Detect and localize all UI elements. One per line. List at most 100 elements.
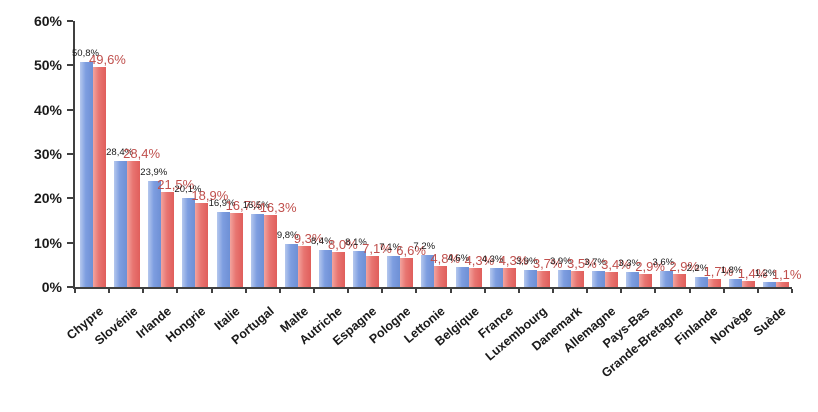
x-axis-tick-mark	[278, 289, 281, 293]
bar-series-2-red	[127, 161, 141, 287]
bar-series-2-red	[502, 267, 516, 287]
value-label-series-1-blue: 8,4%	[311, 235, 333, 247]
x-axis-tick-mark	[654, 289, 657, 293]
value-label-series-2-red: 4,3%	[464, 252, 495, 268]
value-label-series-1-blue: 3,3%	[618, 258, 640, 270]
x-axis-tick-mark	[756, 289, 759, 293]
value-label-series-1-blue: 50,8%	[72, 47, 99, 59]
value-label-series-2-red: 21,5%	[157, 176, 195, 192]
x-axis-tick-mark	[552, 289, 554, 293]
bar-series-2-red	[434, 265, 448, 287]
value-label-series-2-red: 9,3%	[293, 230, 324, 246]
y-axis-tick-mark	[67, 108, 73, 111]
bar-series-2-red	[195, 203, 209, 287]
value-label-series-2-red: 2,9%	[669, 259, 700, 275]
bar-series-1-blue	[421, 255, 435, 287]
value-label-series-2-red: 2,9%	[635, 259, 665, 275]
value-label-series-2-red: 3,5%	[567, 256, 597, 272]
bar-series-1-blue	[148, 181, 162, 287]
bar-series-2-red	[229, 212, 243, 287]
bar-series-1-blue	[660, 271, 674, 287]
bar-series-2-red	[400, 257, 414, 287]
value-label-series-1-blue: 16,5%	[242, 199, 270, 211]
y-axis-tick-label: 60%	[33, 13, 62, 29]
value-label-series-2-red: 1,7%	[703, 264, 734, 280]
value-label-series-1-blue: 3,9%	[550, 255, 572, 267]
value-label-series-1-blue: 2,2%	[686, 263, 709, 275]
x-axis-tick-mark	[688, 289, 691, 293]
y-axis-tick-label: 0%	[41, 279, 62, 295]
x-axis-category-label: Suède	[751, 304, 789, 339]
bar-series-1-blue	[80, 61, 93, 287]
x-axis-tick-mark	[108, 289, 111, 293]
value-label-series-1-blue: 3,6%	[652, 257, 675, 269]
bar-series-1-blue	[694, 277, 708, 287]
y-axis-tick-mark	[67, 20, 73, 22]
value-label-series-1-blue: 28,4%	[106, 147, 134, 159]
bar-series-2-red	[571, 271, 584, 287]
bar-series-2-red	[707, 279, 721, 287]
x-axis-tick-mark	[517, 289, 520, 293]
bar-series-1-blue	[489, 267, 503, 287]
x-axis-tick-mark	[142, 289, 145, 293]
y-axis-tick-label: 20%	[33, 190, 62, 207]
x-axis-tick-mark	[722, 289, 725, 293]
x-axis-tick-mark	[791, 289, 793, 293]
value-label-series-1-blue: 3,7%	[584, 256, 606, 268]
x-axis-tick-mark	[381, 289, 384, 293]
value-label-series-1-blue: 3,9%	[515, 255, 538, 267]
value-label-series-2-red: 49,6%	[89, 52, 126, 68]
y-axis-tick-label: 40%	[33, 101, 62, 118]
y-axis-tick-mark	[67, 286, 73, 288]
value-label-series-2-red: 3,7%	[532, 255, 563, 271]
value-label-series-2-red: 4,8%	[430, 250, 461, 266]
value-label-series-1-blue: 7,2%	[413, 241, 436, 253]
bar-series-1-blue	[592, 270, 606, 287]
x-axis-tick-mark	[176, 289, 179, 293]
bar-series-2-red	[536, 270, 550, 287]
value-label-series-1-blue: 4,3%	[481, 253, 504, 265]
y-axis-tick-mark	[67, 241, 73, 244]
value-label-series-2-red: 6,6%	[396, 242, 426, 258]
bar-series-1-blue	[523, 269, 537, 287]
y-axis-tick-label: 30%	[33, 146, 62, 162]
value-label-series-1-blue: 20,1%	[174, 183, 202, 195]
bar-series-2-red	[741, 280, 755, 287]
x-axis-tick-mark	[74, 289, 76, 293]
bar-series-1-blue	[455, 266, 469, 287]
x-axis-tick-mark	[449, 289, 452, 293]
y-axis-tick-label: 10%	[33, 234, 62, 251]
value-label-series-2-red: 1,4%	[737, 265, 768, 281]
value-label-series-1-blue: 9,8%	[276, 229, 299, 241]
bar-series-1-blue	[387, 255, 401, 287]
bar-series-2-red	[93, 67, 106, 287]
bar-series-2-red	[639, 274, 653, 287]
bar-series-1-blue	[558, 269, 571, 287]
bar-series-2-red	[263, 214, 277, 287]
x-axis-tick-mark	[210, 289, 213, 293]
value-label-series-1-blue: 8,1%	[345, 237, 367, 249]
bar-series-2-red	[468, 267, 482, 287]
value-label-series-1-blue: 4,6%	[447, 252, 470, 264]
bar-series-1-blue	[626, 272, 640, 287]
bar-series-1-blue	[216, 212, 230, 287]
x-axis-tick-mark	[347, 289, 350, 293]
bar-series-2-red	[605, 271, 619, 287]
bar-series-2-red	[297, 245, 311, 287]
bar-series-2-red	[332, 251, 345, 287]
value-label-series-1-blue: 7,1%	[379, 241, 401, 253]
y-axis-tick-mark	[67, 153, 73, 155]
value-label-series-2-red: 4,3%	[498, 252, 529, 268]
x-axis-tick-mark	[313, 289, 315, 293]
value-label-series-1-blue: 1,2%	[754, 267, 777, 279]
x-axis-tick-mark	[620, 289, 623, 293]
x-axis-tick-mark	[483, 289, 486, 293]
bar-series-1-blue	[182, 197, 196, 287]
bar-series-2-red	[673, 274, 687, 287]
y-axis-tick-mark	[67, 197, 73, 200]
x-axis-tick-mark	[244, 289, 247, 293]
value-label-series-2-red: 18,9%	[191, 188, 229, 204]
value-label-series-2-red: 1,1%	[771, 267, 802, 283]
value-label-series-2-red: 7,1%	[362, 240, 392, 256]
